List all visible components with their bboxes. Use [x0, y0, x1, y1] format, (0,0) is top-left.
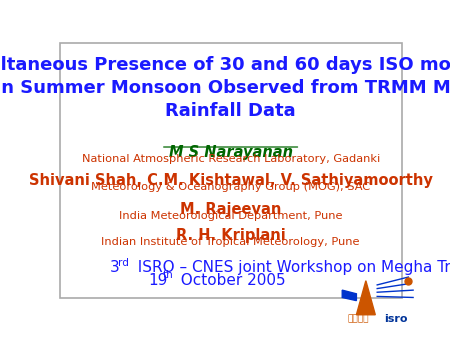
Text: 3: 3 [110, 261, 120, 275]
Text: M. Rajeevan: M. Rajeevan [180, 202, 281, 217]
Text: India Meteorological Department, Pune: India Meteorological Department, Pune [119, 211, 342, 221]
Text: isro: isro [384, 314, 408, 324]
Text: National Atmospheric Research Laboratory, Gadanki: National Atmospheric Research Laboratory… [81, 154, 380, 164]
Text: इसरो: इसरो [347, 315, 369, 324]
Text: Indian Institute of Tropical Meteorology, Pune: Indian Institute of Tropical Meteorology… [101, 237, 360, 247]
Text: Shivani Shah, C.M. Kishtawal, V. Sathiyamoorthy: Shivani Shah, C.M. Kishtawal, V. Sathiya… [29, 173, 432, 188]
Text: October 2005: October 2005 [171, 273, 286, 288]
Text: th: th [162, 270, 173, 280]
Polygon shape [342, 290, 356, 300]
Text: Meteorology & Oceanography Group (MOG), SAC: Meteorology & Oceanography Group (MOG), … [91, 182, 370, 192]
Polygon shape [356, 281, 375, 315]
Text: Simultaneous Presence of 30 and 60 days ISO modes in
Indian Summer Monsoon Obser: Simultaneous Presence of 30 and 60 days … [0, 56, 450, 120]
Text: 19: 19 [148, 273, 168, 288]
Text: rd: rd [118, 258, 129, 268]
Text: M S Narayanan: M S Narayanan [169, 145, 292, 160]
FancyBboxPatch shape [60, 43, 401, 298]
Text: ISRO – CNES joint Workshop on Megha Tropiques: ISRO – CNES joint Workshop on Megha Trop… [128, 261, 450, 275]
Text: R. H. Kriplani: R. H. Kriplani [176, 228, 285, 243]
